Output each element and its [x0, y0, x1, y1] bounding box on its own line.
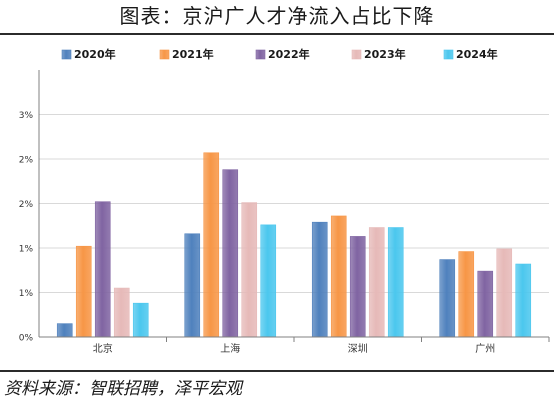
bar	[260, 224, 277, 338]
legend-label: 2024年	[456, 47, 498, 61]
x-tick-label: 北京	[93, 342, 113, 355]
bar	[349, 236, 366, 338]
bar-chart: 0% 1% 1% 2% 2% 3% 北京 上海 深圳 广州 2020年 2021年 2022年 2023…	[19, 47, 550, 355]
page-title: 图表：京沪广人才净流入占比下降	[119, 4, 435, 28]
legend-swatch	[351, 49, 362, 60]
legend-swatch	[61, 49, 72, 60]
legend-label: 2022年	[268, 47, 310, 61]
legend-label: 2023年	[364, 47, 406, 61]
title-divider	[0, 33, 554, 35]
bar	[477, 270, 494, 338]
legend-swatch	[443, 49, 454, 60]
bar	[75, 245, 92, 338]
legend: 2020年 2021年 2022年 2023年 2024年	[61, 47, 498, 61]
y-tick-label: 0%	[19, 334, 34, 344]
bar	[241, 202, 258, 338]
bar	[439, 259, 456, 338]
x-tick-label: 深圳	[348, 343, 368, 355]
y-tick-label: 1%	[19, 245, 34, 255]
source-divider	[0, 370, 554, 372]
source-note: 资料来源：智联招聘，泽平宏观	[4, 379, 242, 399]
bar	[203, 152, 220, 338]
y-tick-label: 2%	[19, 156, 34, 166]
bar	[515, 263, 532, 338]
bar	[184, 233, 201, 338]
legend-swatch	[255, 49, 266, 60]
bar	[368, 227, 385, 338]
bar	[311, 221, 328, 338]
bar	[387, 227, 404, 338]
legend-swatch	[159, 49, 170, 60]
x-tick-label: 广州	[475, 343, 495, 355]
bar	[132, 302, 149, 338]
bar	[496, 248, 513, 338]
bars	[56, 152, 532, 338]
bar	[113, 287, 130, 338]
bar	[330, 215, 347, 338]
bar	[56, 323, 73, 338]
legend-label: 2021年	[172, 47, 214, 61]
bar	[222, 169, 239, 338]
axes: 0% 1% 1% 2% 2% 3% 北京 上海 深圳 广州	[19, 70, 550, 355]
bar	[94, 201, 111, 338]
y-tick-label: 3%	[19, 111, 34, 121]
x-tick-label: 上海	[220, 342, 240, 355]
legend-label: 2020年	[74, 47, 116, 61]
y-tick-label: 2%	[19, 200, 34, 210]
y-tick-label: 1%	[19, 289, 34, 299]
bar	[458, 251, 475, 338]
